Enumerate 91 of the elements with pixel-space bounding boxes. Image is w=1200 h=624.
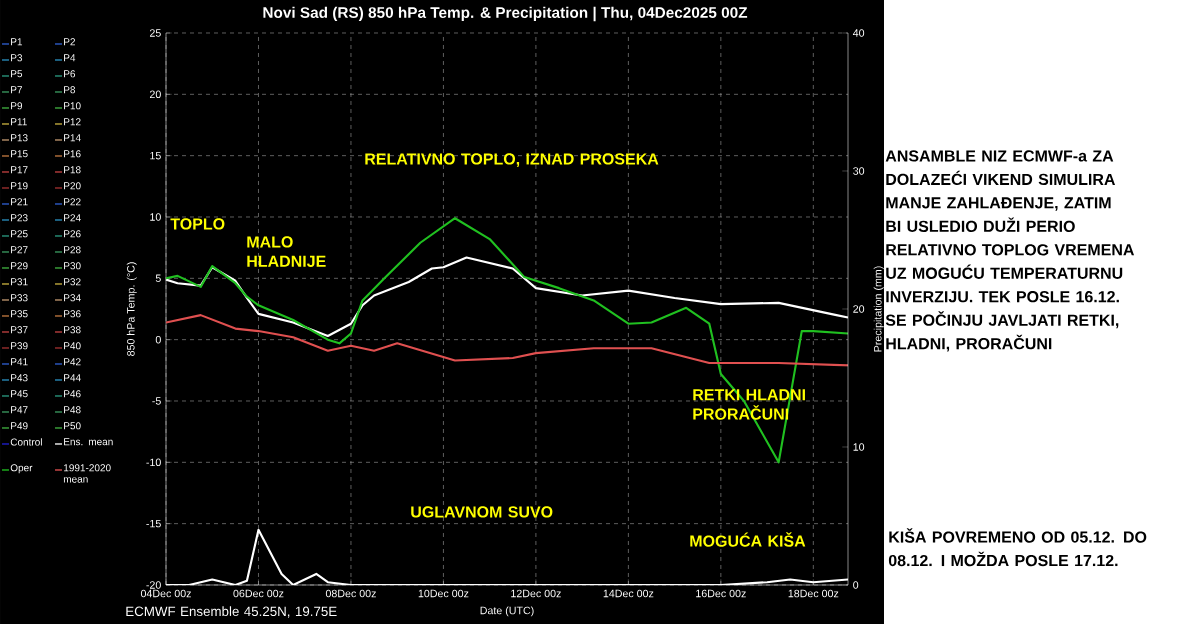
legend-label: P3 — [11, 54, 23, 62]
annotation: TOPLO — [170, 218, 225, 230]
y2-tick-label: 30 — [853, 167, 865, 175]
legend-label: P37 — [11, 326, 28, 334]
legend-label: P36 — [64, 310, 81, 318]
x-tick-label: 10Dec 00z — [418, 589, 469, 598]
legend-label: P31 — [11, 278, 28, 286]
legend-label: P11 — [11, 118, 27, 126]
x-tick-label: 16Dec 00z — [696, 589, 746, 598]
x-tick-label: 14Dec 00z — [603, 589, 654, 598]
legend-label: 1991-2020 mean — [63, 464, 111, 483]
legend-label: P45 — [11, 390, 28, 398]
y-tick-label: 0 — [155, 335, 161, 344]
y-tick-label: -20 — [146, 581, 161, 589]
legend-label: P30 — [64, 262, 81, 270]
legend-label: P27 — [11, 246, 28, 254]
y-tick-label: -15 — [146, 519, 161, 528]
legend-label: Control — [10, 438, 42, 446]
legend-label: P18 — [64, 166, 81, 174]
y2-tick-label: 10 — [853, 443, 865, 451]
x-axis-title: Date (UTC) — [480, 606, 534, 617]
legend-label: P49 — [11, 422, 28, 430]
legend-label: P32 — [64, 278, 81, 286]
legend-label: P46 — [64, 390, 81, 398]
y-tick-label: -5 — [152, 397, 161, 405]
legend-label: P42 — [64, 358, 81, 366]
legend-label: P17 — [11, 166, 28, 174]
legend-label: P10 — [64, 102, 81, 110]
annotation: MALO HLADNIJE — [247, 236, 326, 267]
y-tick-label: -10 — [146, 458, 161, 467]
legend-label: P22 — [64, 198, 81, 206]
legend-label: P7 — [11, 86, 23, 94]
legend-label: P38 — [64, 326, 81, 334]
legend-label: P20 — [64, 182, 81, 190]
y2-tick-label: 20 — [853, 305, 865, 313]
legend-label: P23 — [11, 214, 28, 222]
legend-label: P48 — [64, 406, 81, 414]
legend-label: P28 — [64, 246, 81, 254]
y-tick-label: 15 — [150, 151, 161, 160]
y-tick-label: 10 — [150, 213, 161, 221]
annotation: MOGUĆA KIŠA — [690, 532, 806, 547]
legend-label: P24 — [64, 214, 81, 222]
x-tick-label: 08Dec 00z — [325, 589, 376, 598]
legend-label: P25 — [11, 230, 28, 238]
legend-label: P26 — [64, 230, 81, 238]
legend-label: P39 — [11, 342, 28, 350]
x-tick-label: 06Dec 00z — [233, 589, 284, 598]
line-series — [166, 217, 848, 464]
legend-label: P2 — [64, 38, 76, 46]
legend-label: P50 — [64, 422, 81, 430]
y-tick-label: 20 — [149, 90, 161, 99]
annotation: RELATIVNO TOPLO, IZNAD PROSEKA — [365, 153, 659, 167]
legend-label: P34 — [64, 294, 81, 302]
legend-label: P12 — [64, 118, 81, 126]
legend-label: P8 — [64, 86, 76, 94]
y2-tick-label: 40 — [852, 29, 865, 37]
text: ECMWF Ensemble 45.25N, 19.75E — [126, 606, 337, 618]
legend-label: P44 — [64, 374, 81, 382]
x-tick-label: 12Dec 00z — [511, 589, 561, 598]
legend-label: Oper — [10, 464, 33, 474]
legend-label: P21 — [11, 198, 28, 206]
legend-label: P1 — [11, 38, 23, 46]
y-axis-title: 850 hPa Temp. (°C) — [126, 262, 137, 356]
legend-label: P15 — [11, 150, 28, 158]
text: ANSAMBLE NIZ ECMWF-a ZA DOLAZEĆI VIKEND SIMULIRA MANJE ZAHLAĐENJE, ZATIM BI USLEDIO DUŽI PERIO RELATIVNO TOPLOG VREMENA UZ MOGUĆU TEMPERATURNU INVERZIJU. TEK POSLE 16.12. SE POČINJU JAVLJATI RETKI, HLADNI, PRORAČUNI — [885, 150, 1135, 352]
legend-label: P41 — [11, 358, 28, 366]
y-tick-label: 5 — [155, 274, 161, 283]
legend-label: P6 — [64, 70, 76, 78]
legend-label: P40 — [64, 342, 81, 350]
legend-label: P43 — [11, 374, 28, 382]
x-tick-label: 04Dec 00z — [140, 589, 191, 598]
y2-tick-label: 0 — [853, 581, 859, 589]
legend-label: P4 — [64, 54, 76, 62]
text: KIŠA POVREMENO OD 05.12. DO 08.12. I MOŽDA POSLE 17.12. — [888, 528, 1147, 567]
annotation: UGLAVNOM SUVO — [411, 506, 553, 518]
legend-label: P35 — [11, 310, 28, 318]
legend-label: P5 — [11, 70, 23, 78]
y2-axis-title: Precipitation (mm) — [873, 266, 884, 352]
y-tick-label: 25 — [149, 29, 161, 37]
legend-label: P47 — [11, 406, 28, 414]
legend-label: P19 — [11, 182, 28, 190]
chart-title: Novi Sad (RS) 850 hPa Temp. & Precipitation | Thu, 04Dec2025 00Z — [263, 6, 748, 22]
legend-label: Ens. mean — [64, 438, 113, 446]
legend-label: P29 — [11, 262, 28, 270]
legend-label: P14 — [64, 134, 81, 142]
legend-label: P13 — [11, 134, 28, 142]
legend-label: P33 — [11, 294, 28, 302]
x-tick-label: 18Dec 00z — [788, 589, 839, 598]
line-series — [166, 314, 848, 367]
legend-label: P16 — [64, 150, 81, 158]
legend-label: P9 — [11, 102, 23, 110]
